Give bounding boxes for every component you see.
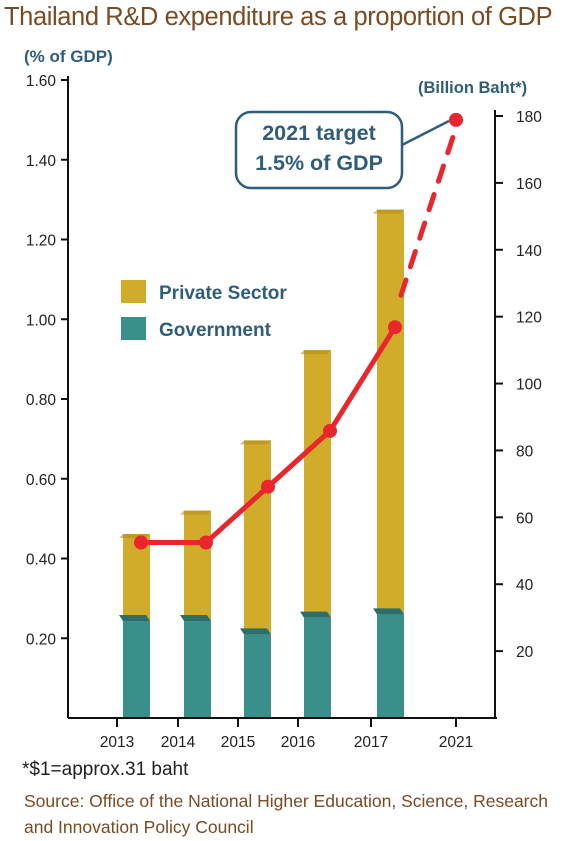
bar-government-2014 bbox=[184, 621, 211, 718]
left-tick-label: 1.60 bbox=[26, 73, 57, 90]
bar-government-top-2016 bbox=[300, 611, 331, 618]
right-tick-label: 60 bbox=[516, 510, 534, 527]
legend-label-government: Government bbox=[159, 320, 272, 341]
legend: Private Sector Government bbox=[121, 280, 287, 341]
legend-swatch-government bbox=[121, 317, 146, 340]
bar-government-2013 bbox=[123, 621, 150, 718]
gdp-share-point-2013 bbox=[134, 535, 148, 550]
right-tick-label: 120 bbox=[516, 310, 542, 327]
left-tick-label: 1.20 bbox=[26, 233, 57, 250]
bar-private-top-2015 bbox=[240, 440, 271, 445]
gdp-share-point-2017 bbox=[388, 320, 402, 335]
left-tick-label: 0.60 bbox=[26, 472, 57, 489]
gdp-share-point-2015 bbox=[261, 479, 275, 494]
x-tick-label: 2015 bbox=[221, 734, 255, 751]
bar-government-2017 bbox=[377, 614, 404, 718]
x-tick-label: 2014 bbox=[161, 734, 196, 751]
legend-swatch-private bbox=[121, 280, 146, 303]
bar-private-2016 bbox=[304, 350, 331, 618]
gdp-share-point-2014 bbox=[199, 535, 213, 550]
x-tick-label: 2017 bbox=[354, 734, 388, 751]
gdp-share-point-2016 bbox=[323, 423, 337, 438]
right-tick-label: 80 bbox=[516, 443, 534, 460]
x-tick-label: 2013 bbox=[100, 734, 134, 751]
callout-pointer bbox=[399, 119, 450, 148]
left-tick-label: 0.40 bbox=[26, 552, 57, 569]
bars-group bbox=[119, 209, 404, 718]
left-tick-label: 0.20 bbox=[26, 631, 57, 648]
bar-private-top-2017 bbox=[373, 209, 404, 214]
bar-government-top-2015 bbox=[240, 628, 271, 635]
x-tick-label: 2016 bbox=[281, 734, 315, 751]
bar-government-2016 bbox=[304, 617, 331, 718]
callout-line2: 1.5% of GDP bbox=[255, 151, 383, 175]
bar-government-top-2014 bbox=[180, 615, 211, 622]
bar-government-2015 bbox=[244, 634, 271, 718]
right-axis-label: (Billion Baht*) bbox=[418, 79, 527, 97]
bar-private-2017 bbox=[377, 209, 404, 615]
right-tick-label: 40 bbox=[516, 577, 534, 594]
bar-private-top-2014 bbox=[180, 510, 211, 515]
gdp-share-projection-line bbox=[398, 131, 457, 298]
callout: 2021 target 1.5% of GDP bbox=[234, 110, 450, 190]
right-tick-label: 160 bbox=[516, 176, 542, 193]
line-group bbox=[134, 112, 463, 550]
right-tick-label: 180 bbox=[516, 109, 542, 126]
bar-government-top-2013 bbox=[119, 615, 150, 622]
right-tick-label: 20 bbox=[516, 644, 534, 661]
bar-government-top-2017 bbox=[373, 608, 404, 615]
footnote: *$1=approx.31 baht bbox=[22, 759, 189, 780]
right-tick-label: 100 bbox=[516, 377, 542, 394]
left-tick-label: 1.00 bbox=[26, 312, 57, 329]
bar-private-top-2016 bbox=[300, 350, 331, 355]
callout-box bbox=[234, 110, 404, 190]
chart-title: Thailand R&D expenditure as a proportion… bbox=[4, 3, 553, 31]
left-tick-label: 0.80 bbox=[26, 392, 57, 409]
right-tick-label: 140 bbox=[516, 243, 542, 260]
gdp-share-point-2021 bbox=[449, 112, 463, 127]
left-axis-label: (% of GDP) bbox=[24, 47, 113, 66]
source-note: Source: Office of the National Higher Ed… bbox=[24, 791, 548, 837]
axes-group: 0.20 0.40 0.60 0.80 1.00 1.20 1.40 1.60 (% of GD… bbox=[24, 47, 542, 751]
callout-line1: 2021 target bbox=[262, 121, 376, 145]
bar-private-2015 bbox=[244, 440, 271, 635]
left-tick-label: 1.40 bbox=[26, 153, 57, 170]
legend-label-private: Private Sector bbox=[159, 283, 287, 304]
bar-private-2014 bbox=[184, 510, 211, 622]
bar-private-2013 bbox=[123, 534, 150, 622]
x-tick-label: 2021 bbox=[439, 734, 473, 751]
